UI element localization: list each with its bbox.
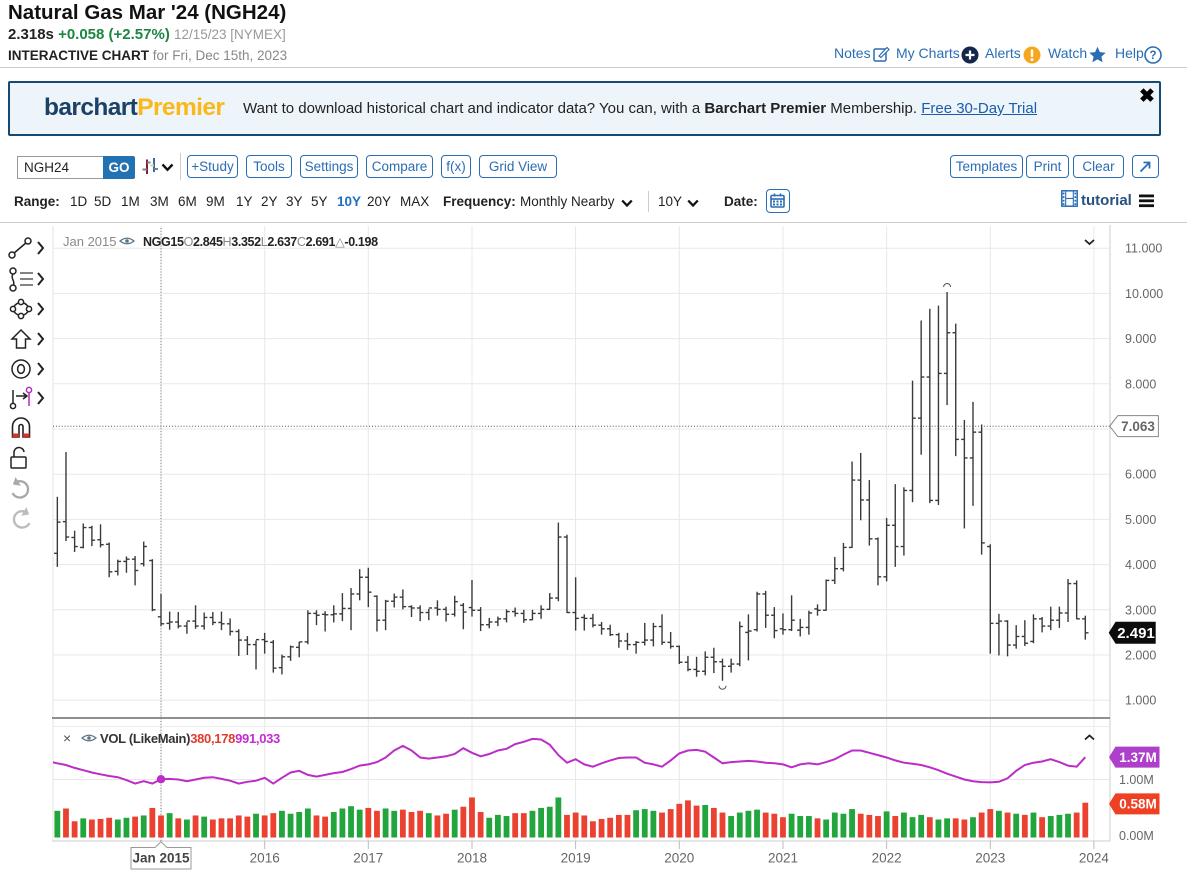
svg-text:10.000: 10.000 (1125, 287, 1163, 301)
svg-text:6.000: 6.000 (1125, 468, 1156, 482)
svg-text:0.58M: 0.58M (1119, 797, 1157, 812)
svg-text:Jan 2015: Jan 2015 (132, 851, 190, 866)
svg-text:4.000: 4.000 (1125, 558, 1156, 572)
svg-text:?: ? (1149, 50, 1156, 62)
svg-text:2.000: 2.000 (1125, 649, 1156, 663)
svg-text:1.00M: 1.00M (1119, 773, 1154, 787)
svg-text:11.000: 11.000 (1125, 242, 1162, 256)
svg-text:2023: 2023 (975, 851, 1005, 866)
svg-text:3.000: 3.000 (1125, 603, 1156, 617)
svg-text:9.000: 9.000 (1125, 332, 1156, 346)
svg-text:2017: 2017 (353, 851, 383, 866)
svg-text:2021: 2021 (768, 851, 798, 866)
svg-text:1.37M: 1.37M (1119, 750, 1157, 765)
svg-text:2.491: 2.491 (1117, 625, 1155, 642)
svg-text:2022: 2022 (872, 851, 902, 866)
svg-text:2020: 2020 (664, 851, 694, 866)
svg-text:2024: 2024 (1079, 851, 1110, 866)
svg-text:NGG15O2.845H3.352L2.637C2.691△: NGG15O2.845H3.352L2.637C2.691△-0.198 (143, 235, 378, 249)
svg-text:Jan 2015: Jan 2015 (63, 234, 117, 249)
svg-text:8.000: 8.000 (1125, 377, 1156, 391)
svg-text:VOL (LikeMain)380,178991,033: VOL (LikeMain)380,178991,033 (100, 731, 280, 746)
svg-text:7.063: 7.063 (1121, 419, 1155, 434)
svg-text:2019: 2019 (561, 851, 591, 866)
svg-text:5.000: 5.000 (1125, 513, 1156, 527)
svg-text:0.00M: 0.00M (1119, 829, 1154, 843)
svg-text:1.000: 1.000 (1125, 694, 1156, 708)
svg-text:2016: 2016 (250, 851, 280, 866)
svg-text:×: × (63, 730, 71, 746)
svg-text:2018: 2018 (457, 851, 487, 866)
